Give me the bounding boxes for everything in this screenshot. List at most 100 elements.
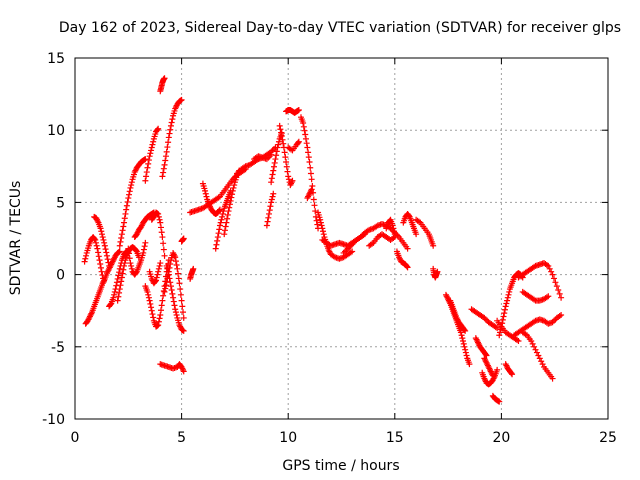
data-point [558, 294, 565, 301]
series-arc-26 [263, 190, 277, 229]
data-point [118, 231, 125, 238]
data-point [168, 119, 175, 126]
data-point [95, 249, 102, 256]
data-point [434, 268, 441, 275]
data-point [116, 242, 123, 249]
data-point [99, 231, 106, 238]
data-point [126, 188, 133, 195]
x-tick-label: 10 [279, 430, 297, 446]
series-arc-25 [251, 151, 275, 163]
data-point [149, 141, 156, 148]
data-point [462, 349, 469, 356]
series-arc-10 [146, 260, 164, 287]
data-point [121, 219, 128, 226]
data-point [221, 227, 228, 234]
data-point [160, 246, 167, 253]
data-point [152, 278, 159, 285]
data-point [170, 298, 177, 305]
data-point [148, 304, 155, 311]
data-point [545, 293, 552, 300]
data-point [156, 216, 163, 223]
data-point [149, 311, 156, 318]
data-point [177, 291, 184, 298]
data-point [223, 219, 230, 226]
data-point [142, 177, 149, 184]
data-point [268, 199, 275, 206]
data-point [180, 327, 187, 334]
data-point [305, 149, 312, 156]
data-point [391, 228, 398, 235]
data-point [279, 136, 286, 143]
data-point [161, 288, 168, 295]
data-point [280, 140, 287, 147]
data-point [305, 154, 312, 161]
data-point [105, 259, 112, 266]
data-point [271, 159, 278, 166]
series-arc-33 [315, 209, 356, 262]
data-point [404, 245, 411, 252]
data-point [462, 327, 469, 334]
data-point [229, 187, 236, 194]
data-point [500, 313, 507, 320]
data-point [162, 157, 169, 164]
series-arc-49 [496, 270, 526, 339]
data-point [274, 144, 281, 151]
data-point [555, 287, 562, 294]
series-arc-3 [91, 213, 113, 269]
data-point [121, 215, 128, 222]
data-point [97, 264, 104, 271]
series-arc-9 [142, 125, 162, 184]
data-point [147, 300, 154, 307]
data-point [216, 222, 223, 229]
series-arc-55 [519, 288, 552, 304]
data-point [143, 169, 150, 176]
data-point [94, 245, 101, 252]
data-point [553, 283, 560, 290]
data-point [504, 297, 511, 304]
data-point [265, 214, 272, 221]
data-point [145, 157, 152, 164]
data-point [169, 290, 176, 297]
data-point [124, 198, 131, 205]
data-point [155, 265, 162, 272]
data-point [96, 257, 103, 264]
data-point [273, 152, 280, 159]
data-point [504, 294, 511, 301]
y-tick-labels: -10 -5 0 5 10 15 [42, 51, 65, 428]
data-point [212, 245, 219, 252]
data-point [128, 262, 135, 269]
data-point [463, 352, 470, 359]
data-point [178, 96, 185, 103]
data-point [309, 183, 316, 190]
data-point [116, 265, 123, 272]
data-point [148, 144, 155, 151]
series-arc-7 [125, 239, 149, 278]
data-point [268, 179, 275, 186]
data-point [222, 223, 229, 230]
series-arc-13 [159, 96, 185, 180]
data-point [558, 312, 565, 319]
data-point [162, 282, 169, 289]
series-arc-16 [163, 262, 187, 334]
data-point [118, 235, 125, 242]
data-point [272, 156, 279, 163]
data-point [289, 177, 296, 184]
data-point [295, 106, 302, 113]
data-point [168, 287, 175, 294]
series-arc-31 [285, 138, 302, 154]
data-point [482, 351, 489, 358]
data-point [215, 230, 222, 237]
data-point [174, 265, 181, 272]
data-point [162, 153, 169, 160]
data-point [144, 288, 151, 295]
y-axis-label: SDTVAR / TECUs [8, 181, 24, 296]
data-point [116, 269, 123, 276]
data-point [501, 310, 508, 317]
data-point [552, 279, 559, 286]
data-point [98, 268, 105, 275]
data-point [126, 191, 133, 198]
data-point [226, 204, 233, 211]
data-point [202, 187, 209, 194]
x-tick-label: 20 [492, 430, 510, 446]
data-point [176, 280, 183, 287]
